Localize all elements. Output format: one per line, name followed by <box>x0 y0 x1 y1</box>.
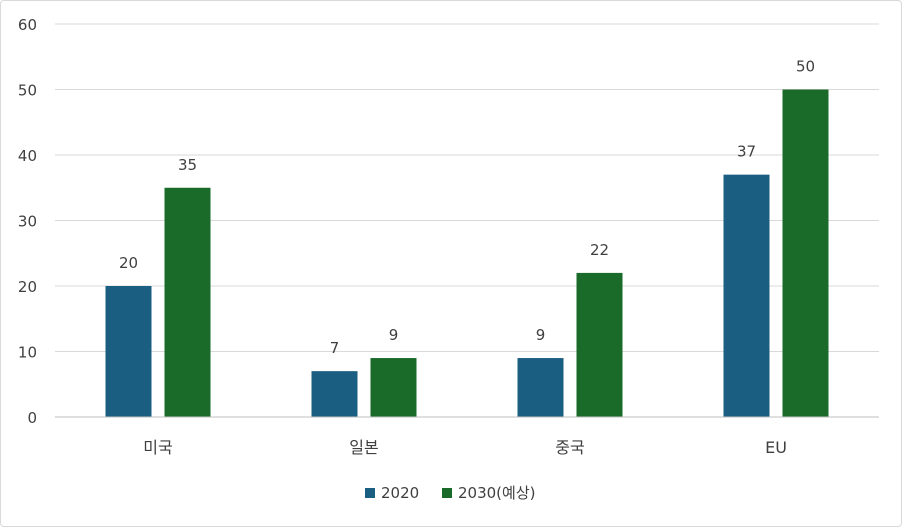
data-label: 9 <box>536 326 546 344</box>
bar-EU-2020 <box>723 174 770 417</box>
legend: 2020 2030(예상) <box>365 484 535 502</box>
legend-label: 2030(예상) <box>458 484 535 502</box>
bar-일본-2020 <box>311 371 358 417</box>
y-tick-label: 50 <box>18 82 37 100</box>
bar-중국-2030(예상) <box>576 272 623 417</box>
x-tick-label: 미국 <box>143 438 172 457</box>
y-tick-label: 0 <box>27 409 37 427</box>
data-label: 37 <box>737 143 756 161</box>
data-label: 20 <box>119 254 138 272</box>
bar-일본-2030(예상) <box>370 358 417 417</box>
data-label: 7 <box>330 339 340 357</box>
legend-swatch <box>442 488 452 498</box>
bar-미국-2030(예상) <box>164 187 211 417</box>
bar-EU-2030(예상) <box>782 89 829 417</box>
y-tick-label: 20 <box>18 278 37 296</box>
y-tick-label: 40 <box>18 147 37 165</box>
bar-미국-2020 <box>105 286 152 417</box>
data-label: 35 <box>178 156 197 174</box>
data-label: 50 <box>796 58 815 76</box>
x-axis: 미국 일본 중국 EU <box>55 416 879 457</box>
data-label: 22 <box>590 241 609 259</box>
y-axis: 0 10 20 30 40 50 60 <box>18 16 37 427</box>
legend-label: 2020 <box>381 484 419 502</box>
data-labels: 20 35 7 9 9 22 37 50 <box>119 58 815 358</box>
y-tick-label: 30 <box>18 213 37 231</box>
y-tick-label: 10 <box>18 344 37 362</box>
x-tick-label: 일본 <box>349 438 378 457</box>
x-tick-label: 중국 <box>555 438 584 457</box>
legend-swatch <box>365 488 375 498</box>
y-tick-label: 60 <box>18 16 37 34</box>
x-tick-label: EU <box>765 438 787 457</box>
data-label: 9 <box>389 326 399 344</box>
bars <box>105 89 829 417</box>
bar-중국-2020 <box>517 358 564 417</box>
